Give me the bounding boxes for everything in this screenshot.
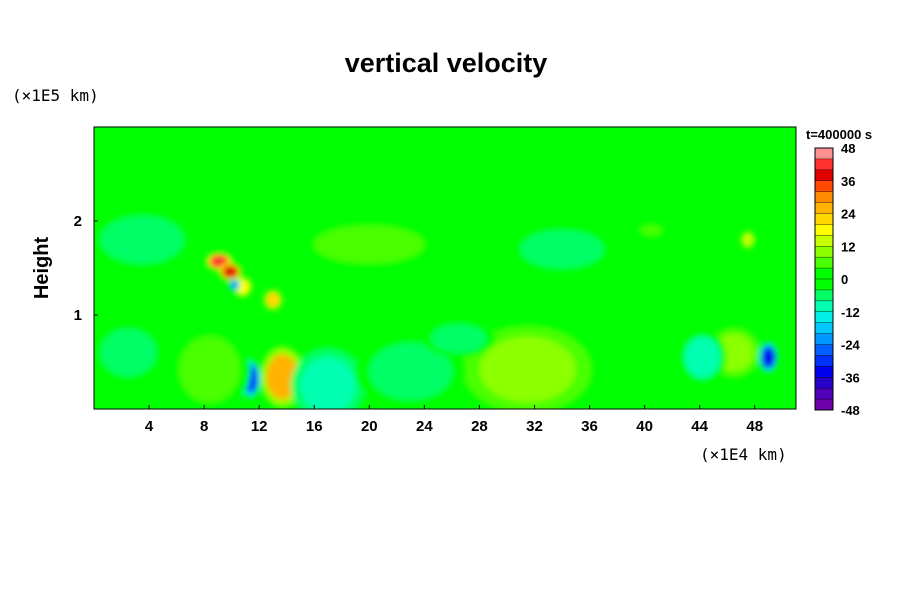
colorbar-bin [815,158,833,171]
x-tick-label: 4 [145,418,154,435]
colorbar-tick-label: -36 [841,370,860,385]
colorbar-bin [815,311,833,324]
x-unit-label: (×1E4 km) [700,445,787,464]
colorbar-bin [815,148,833,160]
colorbar-bin [815,388,833,400]
plot-frame [93,126,797,410]
x-tick-label: 16 [306,418,323,435]
field-feature [520,230,604,268]
time-label: t=400000 s [806,127,872,142]
x-tick-label: 28 [471,418,488,435]
colorbar: 48 36 24 12 0 -12 -24 -36 -48 [814,141,861,418]
colorbar-bin [815,333,833,345]
colorbar-bin [815,322,833,335]
colorbar-bin [815,344,833,356]
field-feature [100,216,184,264]
colorbar-bin [815,235,833,247]
colorbar-tick-label: -24 [841,338,861,353]
field-feature [369,343,452,400]
colorbar-bin [815,169,833,182]
colorbar-bin [815,300,833,313]
y-tick-label: 1 [74,307,82,324]
x-axis-ticks: 4 8 12 16 20 24 28 32 36 40 44 48 [145,405,763,435]
colorbar-tick-label: 24 [841,207,856,222]
y-axis-ticks: 12 [74,213,98,324]
x-tick-label: 40 [636,418,653,435]
colorbar-bin [815,246,833,258]
field-feature [100,329,156,377]
colorbar-bin [815,268,833,280]
colorbar-tick-label: 36 [841,174,855,189]
colorbar-bin [815,224,833,236]
colorbar-tick-label: 12 [841,239,855,254]
x-tick-label: 44 [691,418,708,435]
field-feature [230,280,239,290]
field-feature [266,354,300,400]
colorbar-tick-label: -12 [841,305,860,320]
colorbar-bin [815,257,833,269]
y-unit-label: (×1E5 km) [12,86,99,105]
colorbar-tick-label: -48 [841,403,860,418]
x-tick-label: 36 [581,418,598,435]
field-feature [479,336,576,403]
x-tick-label: 20 [361,418,378,435]
x-tick-label: 32 [526,418,543,435]
colorbar-tick-label: 48 [841,141,855,156]
field-features [94,208,778,409]
field-feature [644,258,728,315]
colorbar-frame [814,147,834,411]
colorbar-tick-label: 0 [841,272,848,287]
field-feature [742,233,754,247]
colorbar-bin [815,399,833,411]
field-feature [179,336,240,403]
colorbar-bin [815,202,833,214]
colorbar-bin [815,289,833,302]
colorbar-bin [815,355,833,367]
colorbar-bin [815,366,833,378]
field-feature [761,346,776,369]
x-tick-label: 8 [200,418,208,435]
field-feature [640,224,663,237]
field-feature [266,292,280,308]
y-axis-title: Height [31,237,53,300]
colorbar-bin [815,279,833,291]
chart-title: vertical velocity [345,48,548,78]
colorbar-bin [815,377,833,389]
plot-area [93,126,797,410]
y-tick-label: 2 [74,213,82,230]
field-feature [300,357,356,409]
field-feature [431,324,487,353]
colorbar-bin [815,180,833,193]
field-feature [222,265,239,279]
field-feature [314,225,425,264]
x-tick-label: 12 [251,418,268,435]
colorbar-bin [815,191,833,204]
colorbar-bin [815,213,833,225]
x-tick-label: 48 [746,418,763,435]
x-tick-label: 24 [416,418,433,435]
field-feature [684,336,721,378]
